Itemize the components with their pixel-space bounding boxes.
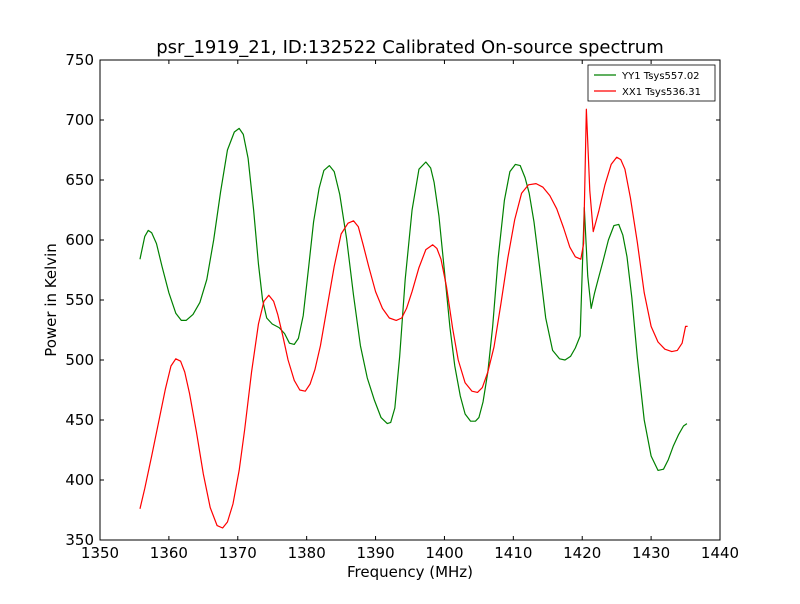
y-tick-label: 450 — [65, 411, 94, 429]
plot-frame — [99, 59, 721, 541]
y-tick-label: 650 — [65, 171, 94, 189]
y-tick-label: 700 — [65, 111, 94, 129]
y-tick-label: 750 — [65, 51, 94, 69]
x-tick-label: 1360 — [150, 544, 188, 562]
x-tick-label: 1390 — [356, 544, 394, 562]
legend-label-0: YY1 Tsys557.02 — [621, 71, 700, 82]
series-line-0 — [139, 127, 688, 471]
series-line-1 — [139, 108, 688, 529]
chart-title: psr_1919_21, ID:132522 Calibrated On-sou… — [156, 37, 664, 58]
x-tick-label: 1410 — [494, 544, 532, 562]
legend: YY1 Tsys557.02 XX1 Tsys536.31 — [587, 64, 716, 102]
y-axis-label: Power in Kelvin — [42, 243, 60, 357]
y-tick-label: 350 — [65, 531, 94, 549]
x-tick-label: 1380 — [288, 544, 326, 562]
y-tick-label: 550 — [65, 291, 94, 309]
legend-label-1: XX1 Tsys536.31 — [622, 87, 701, 98]
x-tick-label: 1430 — [632, 544, 670, 562]
y-tick-label: 400 — [65, 471, 94, 489]
y-tick-label: 600 — [65, 231, 94, 249]
x-tick-label: 1350 — [81, 544, 119, 562]
legend-box — [587, 64, 716, 102]
x-tick-label: 1370 — [219, 544, 257, 562]
y-tick-label: 500 — [65, 351, 94, 369]
x-tick-label: 1400 — [425, 544, 463, 562]
axis-ticks: 1350 1360 1370 1380 1390 1400 1410 1420 1430 1440… — [65, 51, 739, 562]
x-axis-label: Frequency (MHz) — [347, 563, 473, 581]
plot-area — [139, 108, 688, 529]
x-tick-label: 1440 — [701, 544, 739, 562]
x-tick-label: 1420 — [563, 544, 601, 562]
